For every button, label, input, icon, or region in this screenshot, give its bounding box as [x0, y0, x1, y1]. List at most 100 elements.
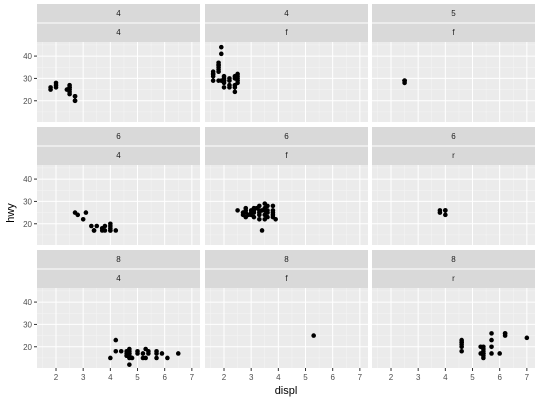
y-tick-label: 30: [23, 74, 32, 83]
data-point: [221, 73, 227, 79]
y-axis-title: hwy: [5, 203, 17, 223]
x-tick-label: 3: [249, 373, 254, 382]
facet-panel: 8f: [205, 250, 368, 368]
data-point: [140, 355, 146, 361]
strip-label-cyl: 6: [451, 132, 456, 141]
x-axis-ticks: 2 3 4 5 6 7 2 3 4 5 6 7 2 3 4 5 6 7: [54, 368, 530, 382]
data-point: [227, 76, 232, 81]
data-point: [489, 351, 494, 356]
data-point: [146, 348, 151, 354]
x-tick-label: 6: [497, 373, 502, 382]
data-point: [113, 228, 119, 233]
x-tick-label: 6: [330, 373, 335, 382]
data-point: [72, 98, 78, 104]
data-point: [48, 87, 53, 92]
facet-panel: 4f: [205, 4, 368, 122]
strip-label-drv: r: [452, 274, 455, 283]
strip-label-cyl: 6: [116, 132, 121, 141]
data-point: [102, 228, 108, 233]
y-tick-label: 30: [23, 197, 32, 206]
data-point: [524, 335, 530, 341]
data-point: [127, 346, 132, 352]
data-point: [53, 85, 59, 90]
data-point: [497, 351, 502, 356]
facet-panel: 64: [37, 127, 200, 245]
data-point: [113, 348, 119, 354]
strip-label-drv: f: [285, 151, 288, 160]
data-point: [437, 210, 443, 215]
data-point: [235, 76, 240, 81]
data-point: [124, 353, 129, 359]
data-point: [108, 223, 113, 229]
data-point: [127, 362, 132, 367]
plot-background: [205, 42, 368, 122]
y-tick-label: 40: [23, 52, 32, 61]
data-point: [311, 333, 316, 338]
strip-label-drv: 4: [116, 274, 121, 283]
data-point: [108, 355, 113, 361]
x-tick-label: 6: [162, 373, 167, 382]
plot-background: [37, 288, 200, 368]
data-point: [232, 85, 238, 90]
data-point: [265, 214, 270, 220]
plot-background: [372, 165, 535, 245]
data-point: [221, 78, 227, 83]
data-point: [235, 80, 240, 86]
data-point: [227, 85, 232, 90]
data-point: [243, 205, 249, 211]
strip-label-cyl: 5: [451, 9, 456, 18]
x-tick-label: 7: [358, 373, 363, 382]
strip-label-cyl: 4: [116, 9, 121, 18]
data-point: [502, 331, 508, 336]
x-tick-label: 2: [54, 373, 59, 382]
data-point: [251, 214, 257, 220]
strip-label-cyl: 8: [116, 255, 121, 264]
x-tick-label: 2: [222, 373, 227, 382]
data-point: [91, 228, 97, 233]
facet-panel: 6r: [372, 127, 535, 245]
data-point: [443, 208, 448, 213]
strip-label-drv: 4: [116, 28, 121, 37]
data-point: [94, 223, 100, 229]
facet-panel: 6f: [205, 127, 368, 245]
facet-panel: 8r: [372, 250, 535, 368]
y-tick-label: 30: [23, 320, 32, 329]
x-tick-label: 3: [81, 373, 86, 382]
data-point: [118, 348, 124, 354]
x-tick-label: 4: [276, 373, 281, 382]
data-point: [154, 355, 159, 361]
plot-background: [205, 288, 368, 368]
plot-background: [37, 165, 200, 245]
y-tick-label: 40: [23, 298, 32, 307]
data-point: [219, 51, 224, 57]
data-point: [175, 351, 181, 356]
data-point: [140, 351, 146, 356]
data-point: [102, 223, 108, 229]
x-tick-label: 7: [525, 373, 530, 382]
y-tick-label: 20: [23, 220, 32, 229]
y-tick-label: 40: [23, 175, 32, 184]
data-point: [80, 217, 86, 222]
facet-panel: 84: [37, 250, 200, 368]
data-point: [489, 344, 494, 350]
strip-label-drv: f: [285, 28, 288, 37]
data-point: [67, 91, 72, 97]
x-tick-label: 7: [190, 373, 195, 382]
data-point: [259, 208, 265, 213]
data-point: [443, 212, 448, 218]
data-point: [75, 212, 81, 218]
data-point: [219, 44, 224, 50]
data-point: [67, 85, 72, 90]
data-point: [216, 69, 221, 75]
x-tick-label: 5: [135, 373, 140, 382]
strip-label-cyl: 8: [284, 255, 289, 264]
x-tick-label: 5: [470, 373, 475, 382]
data-point: [235, 71, 240, 77]
data-point: [135, 348, 140, 354]
data-point: [240, 210, 246, 215]
data-point: [270, 203, 276, 209]
data-point: [265, 203, 270, 209]
y-axis-ticks: 20 30 40 20 30 40 20 30 40: [23, 52, 37, 352]
plot-background: [372, 288, 535, 368]
